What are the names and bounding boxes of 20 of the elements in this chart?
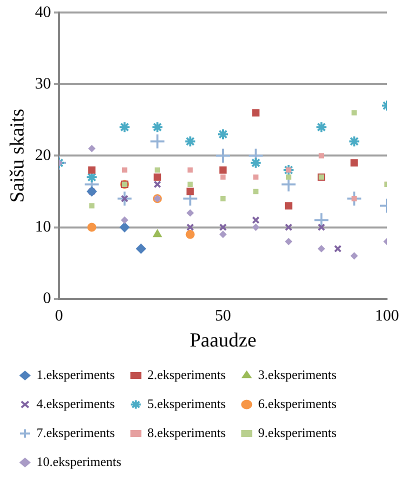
y-tick-label: 20	[35, 146, 51, 164]
legend-label: 1.eksperiments	[36, 366, 115, 382]
x-axis-title: Paaudze	[190, 329, 256, 352]
legend-label: 10.eksperiments	[36, 454, 122, 469]
y-tick-label: 40	[35, 4, 51, 21]
legend-label: 2.eksperiments	[147, 366, 226, 382]
legend-label: 6.eksperiments	[258, 396, 337, 411]
y-tick-label: 10	[35, 218, 51, 236]
legend-label: 9.eksperiments	[258, 424, 337, 440]
x-tick-label: 50	[215, 308, 231, 325]
legend-label: 8.eksperiments	[147, 424, 226, 440]
legend-label: 5.eksperiments	[147, 396, 226, 411]
y-tick-label: 0	[43, 290, 51, 308]
y-tick-label: 30	[35, 75, 51, 92]
x-tick-label: 0	[55, 308, 63, 325]
y-axis-title: Saišu skaits	[6, 108, 28, 203]
legend-label: 4.eksperiments	[36, 396, 115, 411]
x-tick-label: 100	[375, 308, 399, 325]
legend-label: 3.eksperiments	[258, 366, 337, 382]
legend-label: 7.eksperiments	[36, 424, 115, 440]
